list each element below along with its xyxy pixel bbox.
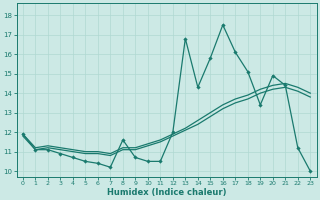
- X-axis label: Humidex (Indice chaleur): Humidex (Indice chaleur): [107, 188, 226, 197]
